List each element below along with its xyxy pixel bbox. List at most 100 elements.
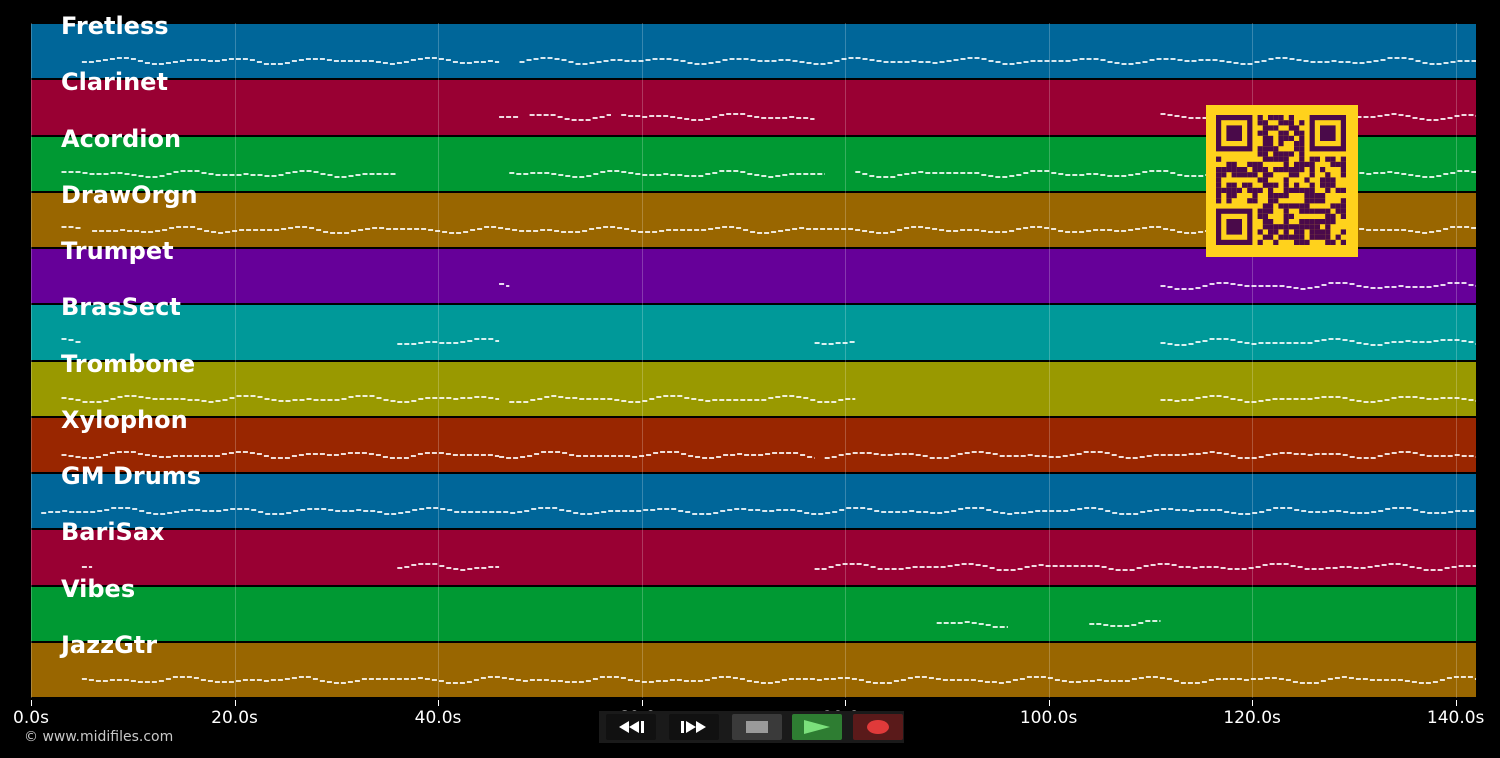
note-mark	[368, 452, 374, 455]
note-mark	[1121, 229, 1127, 232]
note-mark	[347, 60, 353, 62]
note-mark	[456, 231, 462, 234]
note-mark	[102, 59, 108, 61]
note-mark	[956, 678, 962, 681]
note-mark	[1469, 510, 1475, 512]
note-mark	[1300, 452, 1306, 455]
note-mark	[1156, 225, 1162, 228]
note-mark	[211, 230, 217, 233]
note-mark	[228, 451, 234, 454]
note-mark	[531, 508, 537, 510]
note-mark	[1245, 513, 1251, 515]
note-mark	[702, 456, 708, 459]
note-mark	[1258, 399, 1264, 402]
note-mark	[1209, 394, 1215, 397]
note-mark	[1159, 619, 1161, 622]
note-mark	[1411, 680, 1417, 683]
tick-mark	[234, 700, 236, 706]
note-mark	[377, 511, 383, 513]
note-mark	[687, 228, 693, 231]
note-mark	[814, 342, 820, 345]
note-mark	[291, 60, 297, 62]
note-mark	[876, 231, 882, 234]
note-mark	[1436, 229, 1442, 232]
note-mark	[635, 172, 641, 175]
note-mark	[712, 171, 718, 174]
note-mark	[55, 511, 61, 513]
note-mark	[1241, 568, 1247, 571]
note-mark	[544, 171, 550, 174]
note-mark	[705, 399, 711, 402]
note-mark	[298, 675, 304, 678]
note-mark	[615, 510, 621, 512]
note-mark	[340, 60, 346, 62]
note-mark	[1174, 288, 1180, 290]
record-button[interactable]	[853, 714, 903, 740]
note-mark	[1465, 565, 1471, 568]
note-mark	[986, 509, 992, 511]
note-mark	[782, 173, 788, 176]
note-mark	[771, 60, 777, 62]
note-mark	[1278, 677, 1284, 680]
note-mark	[1212, 59, 1218, 61]
note-mark	[1444, 567, 1450, 570]
note-mark	[474, 395, 480, 398]
note-mark	[831, 400, 837, 403]
note-mark	[1115, 569, 1121, 572]
note-mark	[977, 679, 983, 682]
note-mark	[905, 567, 911, 570]
note-mark	[172, 454, 178, 457]
note-mark	[1352, 62, 1358, 64]
note-mark	[1471, 226, 1476, 229]
note-mark	[155, 229, 161, 232]
note-mark	[642, 399, 648, 402]
note-mark	[1380, 228, 1386, 231]
play-button[interactable]	[792, 714, 842, 740]
note-mark	[712, 398, 718, 401]
note-mark	[146, 512, 152, 514]
note-mark	[918, 225, 924, 228]
note-mark	[111, 507, 117, 509]
note-mark	[1237, 284, 1243, 286]
fast-forward-button[interactable]	[669, 714, 719, 740]
note-mark	[1303, 60, 1309, 62]
note-mark	[1426, 341, 1432, 344]
note-mark	[778, 229, 784, 232]
note-mark	[75, 398, 81, 401]
note-mark	[1450, 225, 1456, 228]
note-mark	[578, 119, 584, 122]
note-mark	[1075, 680, 1081, 683]
note-mark	[887, 453, 893, 456]
note-mark	[1198, 174, 1204, 177]
note-mark	[681, 452, 687, 455]
note-mark	[1419, 396, 1425, 399]
note-mark	[1434, 512, 1440, 514]
note-mark	[761, 398, 767, 401]
note-mark	[333, 60, 339, 62]
stop-button[interactable]	[732, 714, 782, 740]
note-mark	[1209, 450, 1215, 453]
rewind-button[interactable]	[606, 714, 656, 740]
note-mark	[1471, 60, 1476, 62]
note-mark	[467, 340, 473, 343]
note-mark	[1161, 508, 1167, 510]
note-mark	[214, 60, 220, 62]
note-mark	[1051, 171, 1057, 174]
note-mark	[733, 169, 739, 172]
note-mark	[1433, 340, 1439, 343]
note-mark	[551, 172, 557, 175]
note-mark	[228, 680, 234, 683]
note-mark	[376, 396, 382, 399]
note-mark	[657, 508, 663, 510]
note-mark	[1464, 60, 1470, 62]
note-mark	[405, 511, 411, 513]
note-mark	[568, 61, 574, 63]
note-mark	[88, 678, 94, 681]
note-mark	[347, 451, 353, 454]
note-mark	[569, 453, 575, 456]
note-mark	[978, 622, 984, 625]
note-mark	[1089, 679, 1095, 682]
note-mark	[1030, 60, 1036, 62]
note-mark	[298, 59, 304, 61]
note-mark	[1160, 398, 1166, 401]
